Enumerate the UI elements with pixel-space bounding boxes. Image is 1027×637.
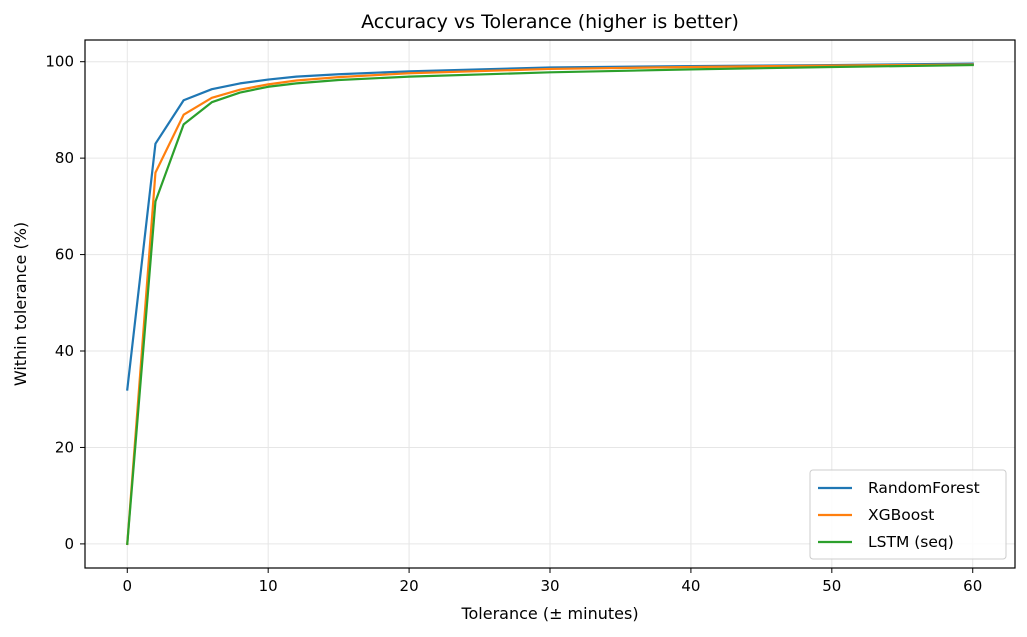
x-tick-label: 20 bbox=[400, 577, 419, 595]
legend: RandomForest XGBoost LSTM (seq) bbox=[809, 469, 1007, 560]
x-tick-label: 0 bbox=[122, 577, 132, 595]
x-tick-label: 10 bbox=[259, 577, 278, 595]
y-tick-label: 20 bbox=[55, 438, 74, 456]
series-line-2 bbox=[126, 63, 974, 546]
y-tick-label: 80 bbox=[55, 149, 74, 167]
legend-label: LSTM (seq) bbox=[868, 533, 954, 551]
x-tick-label: 50 bbox=[822, 577, 841, 595]
x-tick-label: 60 bbox=[963, 577, 982, 595]
y-axis-label: Within tolerance (%) bbox=[11, 222, 30, 386]
y-tick-label: 100 bbox=[45, 53, 74, 71]
legend-label: XGBoost bbox=[868, 506, 934, 524]
x-tick-label: 40 bbox=[681, 577, 700, 595]
legend-label: RandomForest bbox=[868, 479, 980, 497]
x-tick-label: 30 bbox=[540, 577, 559, 595]
y-axis-ticks: 0 20 40 60 80 100 bbox=[45, 53, 85, 553]
y-tick-label: 40 bbox=[55, 342, 74, 360]
grid bbox=[85, 40, 1015, 568]
y-tick-label: 60 bbox=[55, 246, 74, 264]
y-tick-label: 0 bbox=[64, 535, 74, 553]
chart-title: Accuracy vs Tolerance (higher is better) bbox=[361, 11, 739, 33]
x-axis-label: Tolerance (± minutes) bbox=[460, 604, 638, 623]
legend-box bbox=[809, 469, 1007, 560]
x-axis-ticks: 0 10 20 30 40 50 60 bbox=[122, 568, 982, 595]
series-line-1 bbox=[126, 63, 974, 546]
series-lines bbox=[126, 62, 974, 546]
